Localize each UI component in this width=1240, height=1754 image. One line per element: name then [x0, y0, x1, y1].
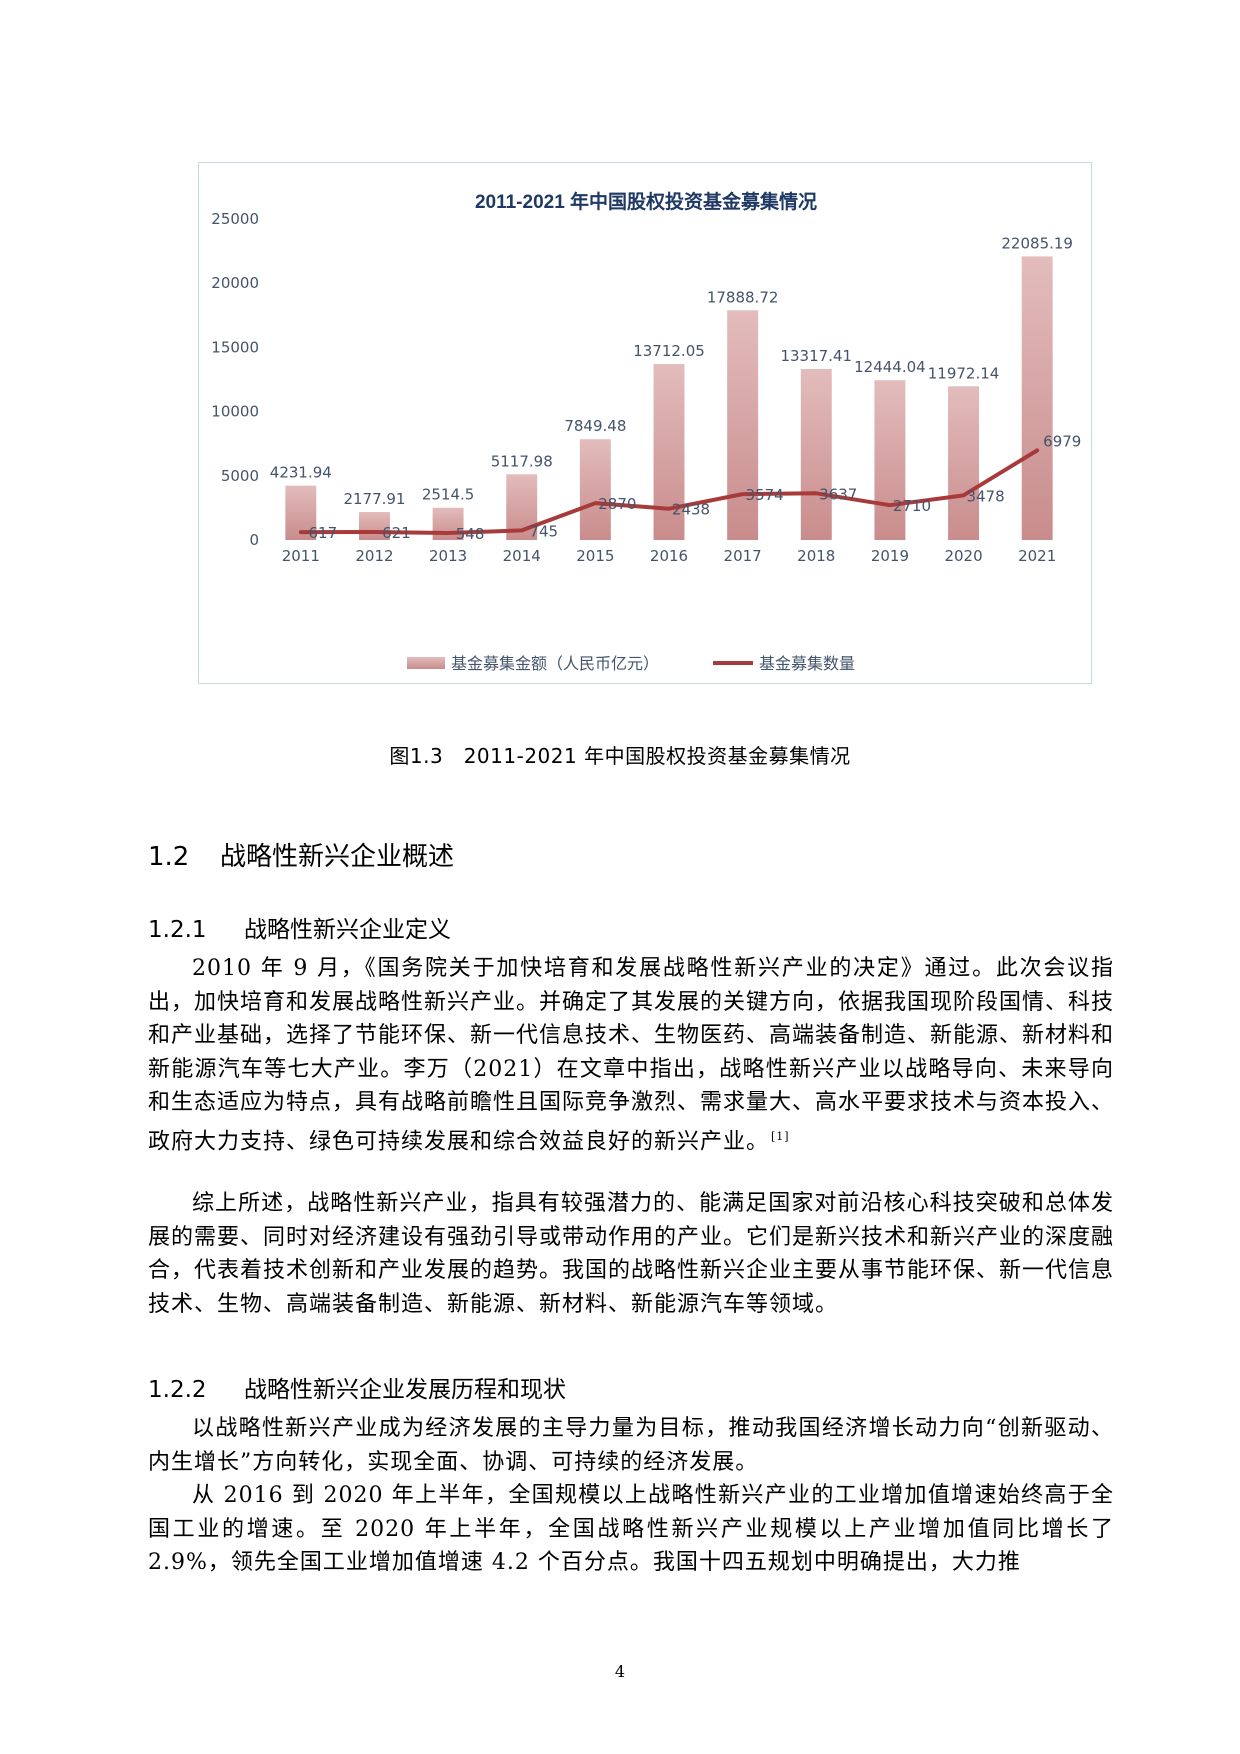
line-data-label: 6979	[1043, 432, 1081, 450]
x-tick-label: 2014	[503, 547, 541, 565]
subsection-number: 1.2.1	[148, 917, 207, 943]
bar	[579, 439, 611, 540]
line-data-label: 3574	[746, 486, 784, 504]
bar-data-label: 2177.91	[343, 490, 405, 508]
legend-line-label: 基金募集数量	[759, 654, 855, 673]
line-data-label: 3478	[966, 487, 1004, 505]
x-tick-label: 2015	[576, 547, 614, 565]
x-tick-label: 2013	[429, 547, 467, 565]
y-tick-label: 5000	[221, 467, 259, 485]
citation-ref: [1]	[771, 1129, 790, 1143]
bar	[1021, 256, 1053, 540]
paragraph-growth: 从 2016 到 2020 年上半年，全国规模以上战略性新兴产业的工业增加值增速…	[148, 1483, 1114, 1575]
bar	[727, 310, 759, 540]
figure-caption: 图1.3 2011-2021 年中国股权投资基金募集情况	[389, 744, 851, 768]
line-data-label: 745	[529, 522, 558, 540]
paragraph-text: 2010 年 9 月，《国务院关于加快培育和发展战略性新兴产业的决定》通过。此次…	[148, 956, 1115, 1154]
legend-bar-label: 基金募集金额（人民币亿元）	[451, 654, 659, 673]
paragraph-summary: 综上所述，战略性新兴产业，指具有较强潜力的、能满足国家对前沿核心科技突破和总体发…	[148, 1191, 1115, 1317]
section-title: 战略性新兴企业概述	[220, 842, 455, 872]
y-tick-label: 10000	[211, 403, 259, 421]
line-data-label: 2438	[672, 501, 710, 519]
bar	[948, 386, 980, 540]
line-data-label: 617	[308, 524, 337, 542]
y-tick-label: 25000	[211, 210, 259, 228]
x-tick-label: 2018	[797, 547, 835, 565]
line-data-label: 3637	[819, 485, 857, 503]
chart-legend: 基金募集金额（人民币亿元） 基金募集数量	[407, 654, 855, 673]
section-number: 1.2	[148, 842, 190, 872]
line-data-label: 548	[456, 525, 485, 543]
paragraph-goal: 以战略性新兴产业成为经济发展的主导力量为目标，推动我国经济增长动力向“创新驱动、…	[148, 1416, 1115, 1475]
x-tick-label: 2021	[1018, 547, 1056, 565]
x-tick-label: 2016	[650, 547, 688, 565]
x-tick-label: 2012	[355, 547, 393, 565]
x-tick-label: 2020	[944, 547, 982, 565]
subsection-number: 1.2.2	[148, 1377, 207, 1403]
bar-data-label: 13712.05	[633, 342, 705, 360]
subsection-title: 战略性新兴企业发展历程和现状	[244, 1377, 566, 1403]
paragraph-definition: 2010 年 9 月，《国务院关于加快培育和发展战略性新兴产业的决定》通过。此次…	[148, 952, 1114, 1158]
bar-data-label: 11972.14	[928, 364, 1000, 382]
x-tick-label: 2011	[282, 547, 320, 565]
subsection-title: 战略性新兴企业定义	[244, 917, 451, 943]
bar-data-label: 12444.04	[854, 358, 926, 376]
y-tick-label: 20000	[211, 274, 259, 292]
series-line	[298, 448, 1040, 535]
chart-container: 2011-2021 年中国股权投资基金募集情况 0 5000 10000 15000 2…	[198, 162, 1092, 684]
chart-title: 2011-2021 年中国股权投资基金募集情况	[475, 190, 817, 213]
bar-data-label: 13317.41	[780, 347, 852, 365]
bar-data-label: 7849.48	[564, 417, 626, 435]
line-data-label: 621	[382, 524, 411, 542]
bar-line-chart: 2011-2021 年中国股权投资基金募集情况 0 5000 10000 15000 2…	[211, 190, 1081, 673]
section-heading: 1.2 战略性新兴企业概述	[148, 836, 454, 873]
bar	[358, 512, 390, 540]
line-data-label: 2870	[598, 495, 636, 513]
bar-data-label: 2514.5	[422, 486, 475, 504]
line-data-label: 2710	[893, 497, 931, 515]
bar-data-label: 22085.19	[1001, 234, 1073, 252]
page-number: 4	[614, 1662, 626, 1681]
bar-data-label: 17888.72	[707, 288, 779, 306]
subsection-heading-2: 1.2.2 战略性新兴企业发展历程和现状	[148, 1370, 566, 1404]
y-tick-label: 15000	[211, 338, 259, 356]
bar	[874, 380, 906, 540]
subsection-heading-1: 1.2.1 战略性新兴企业定义	[148, 910, 451, 944]
x-tick-label: 2017	[724, 547, 762, 565]
bar-data-label: 5117.98	[491, 452, 553, 470]
legend-bar-swatch	[407, 657, 445, 669]
bar-data-label: 4231.94	[270, 464, 332, 482]
x-tick-label: 2019	[871, 547, 909, 565]
bar	[800, 369, 832, 540]
y-tick-label: 0	[249, 531, 259, 549]
